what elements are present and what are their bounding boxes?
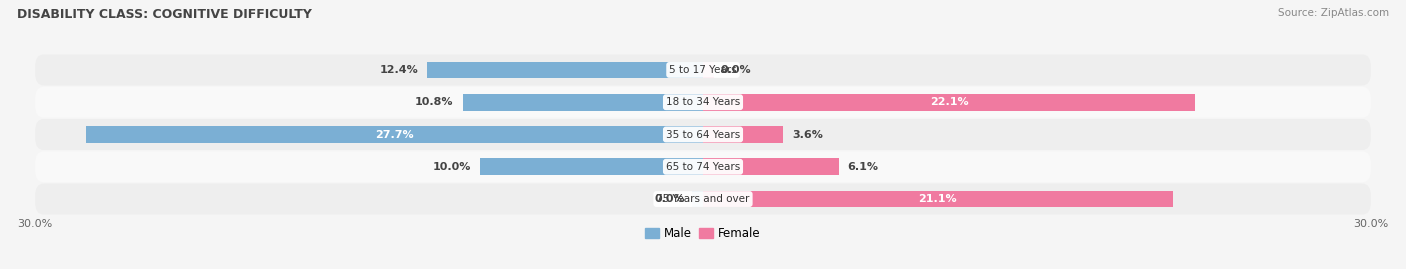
- Bar: [703, 126, 783, 143]
- Text: 27.7%: 27.7%: [375, 129, 413, 140]
- FancyBboxPatch shape: [35, 119, 1371, 150]
- Bar: [427, 62, 703, 78]
- Bar: [463, 94, 703, 111]
- FancyBboxPatch shape: [35, 183, 1371, 215]
- Text: 6.1%: 6.1%: [848, 162, 879, 172]
- FancyBboxPatch shape: [35, 151, 1371, 182]
- Text: 0.0%: 0.0%: [655, 194, 685, 204]
- Text: Source: ZipAtlas.com: Source: ZipAtlas.com: [1278, 8, 1389, 18]
- Text: 10.8%: 10.8%: [415, 97, 454, 107]
- Text: 21.1%: 21.1%: [918, 194, 957, 204]
- Text: 75 Years and over: 75 Years and over: [657, 194, 749, 204]
- Text: 12.4%: 12.4%: [380, 65, 418, 75]
- Text: 10.0%: 10.0%: [433, 162, 471, 172]
- Text: 35 to 64 Years: 35 to 64 Years: [666, 129, 740, 140]
- Text: DISABILITY CLASS: COGNITIVE DIFFICULTY: DISABILITY CLASS: COGNITIVE DIFFICULTY: [17, 8, 312, 21]
- Text: 22.1%: 22.1%: [929, 97, 969, 107]
- Text: 3.6%: 3.6%: [792, 129, 823, 140]
- FancyBboxPatch shape: [35, 87, 1371, 118]
- Text: 18 to 34 Years: 18 to 34 Years: [666, 97, 740, 107]
- Text: 0.0%: 0.0%: [721, 65, 751, 75]
- Bar: [692, 191, 703, 207]
- Bar: [481, 158, 703, 175]
- Bar: [703, 94, 1195, 111]
- Legend: Male, Female: Male, Female: [641, 222, 765, 245]
- Bar: [703, 158, 839, 175]
- Bar: [703, 62, 714, 78]
- FancyBboxPatch shape: [35, 54, 1371, 86]
- Bar: [86, 126, 703, 143]
- Text: 65 to 74 Years: 65 to 74 Years: [666, 162, 740, 172]
- Bar: [703, 191, 1173, 207]
- Text: 5 to 17 Years: 5 to 17 Years: [669, 65, 737, 75]
